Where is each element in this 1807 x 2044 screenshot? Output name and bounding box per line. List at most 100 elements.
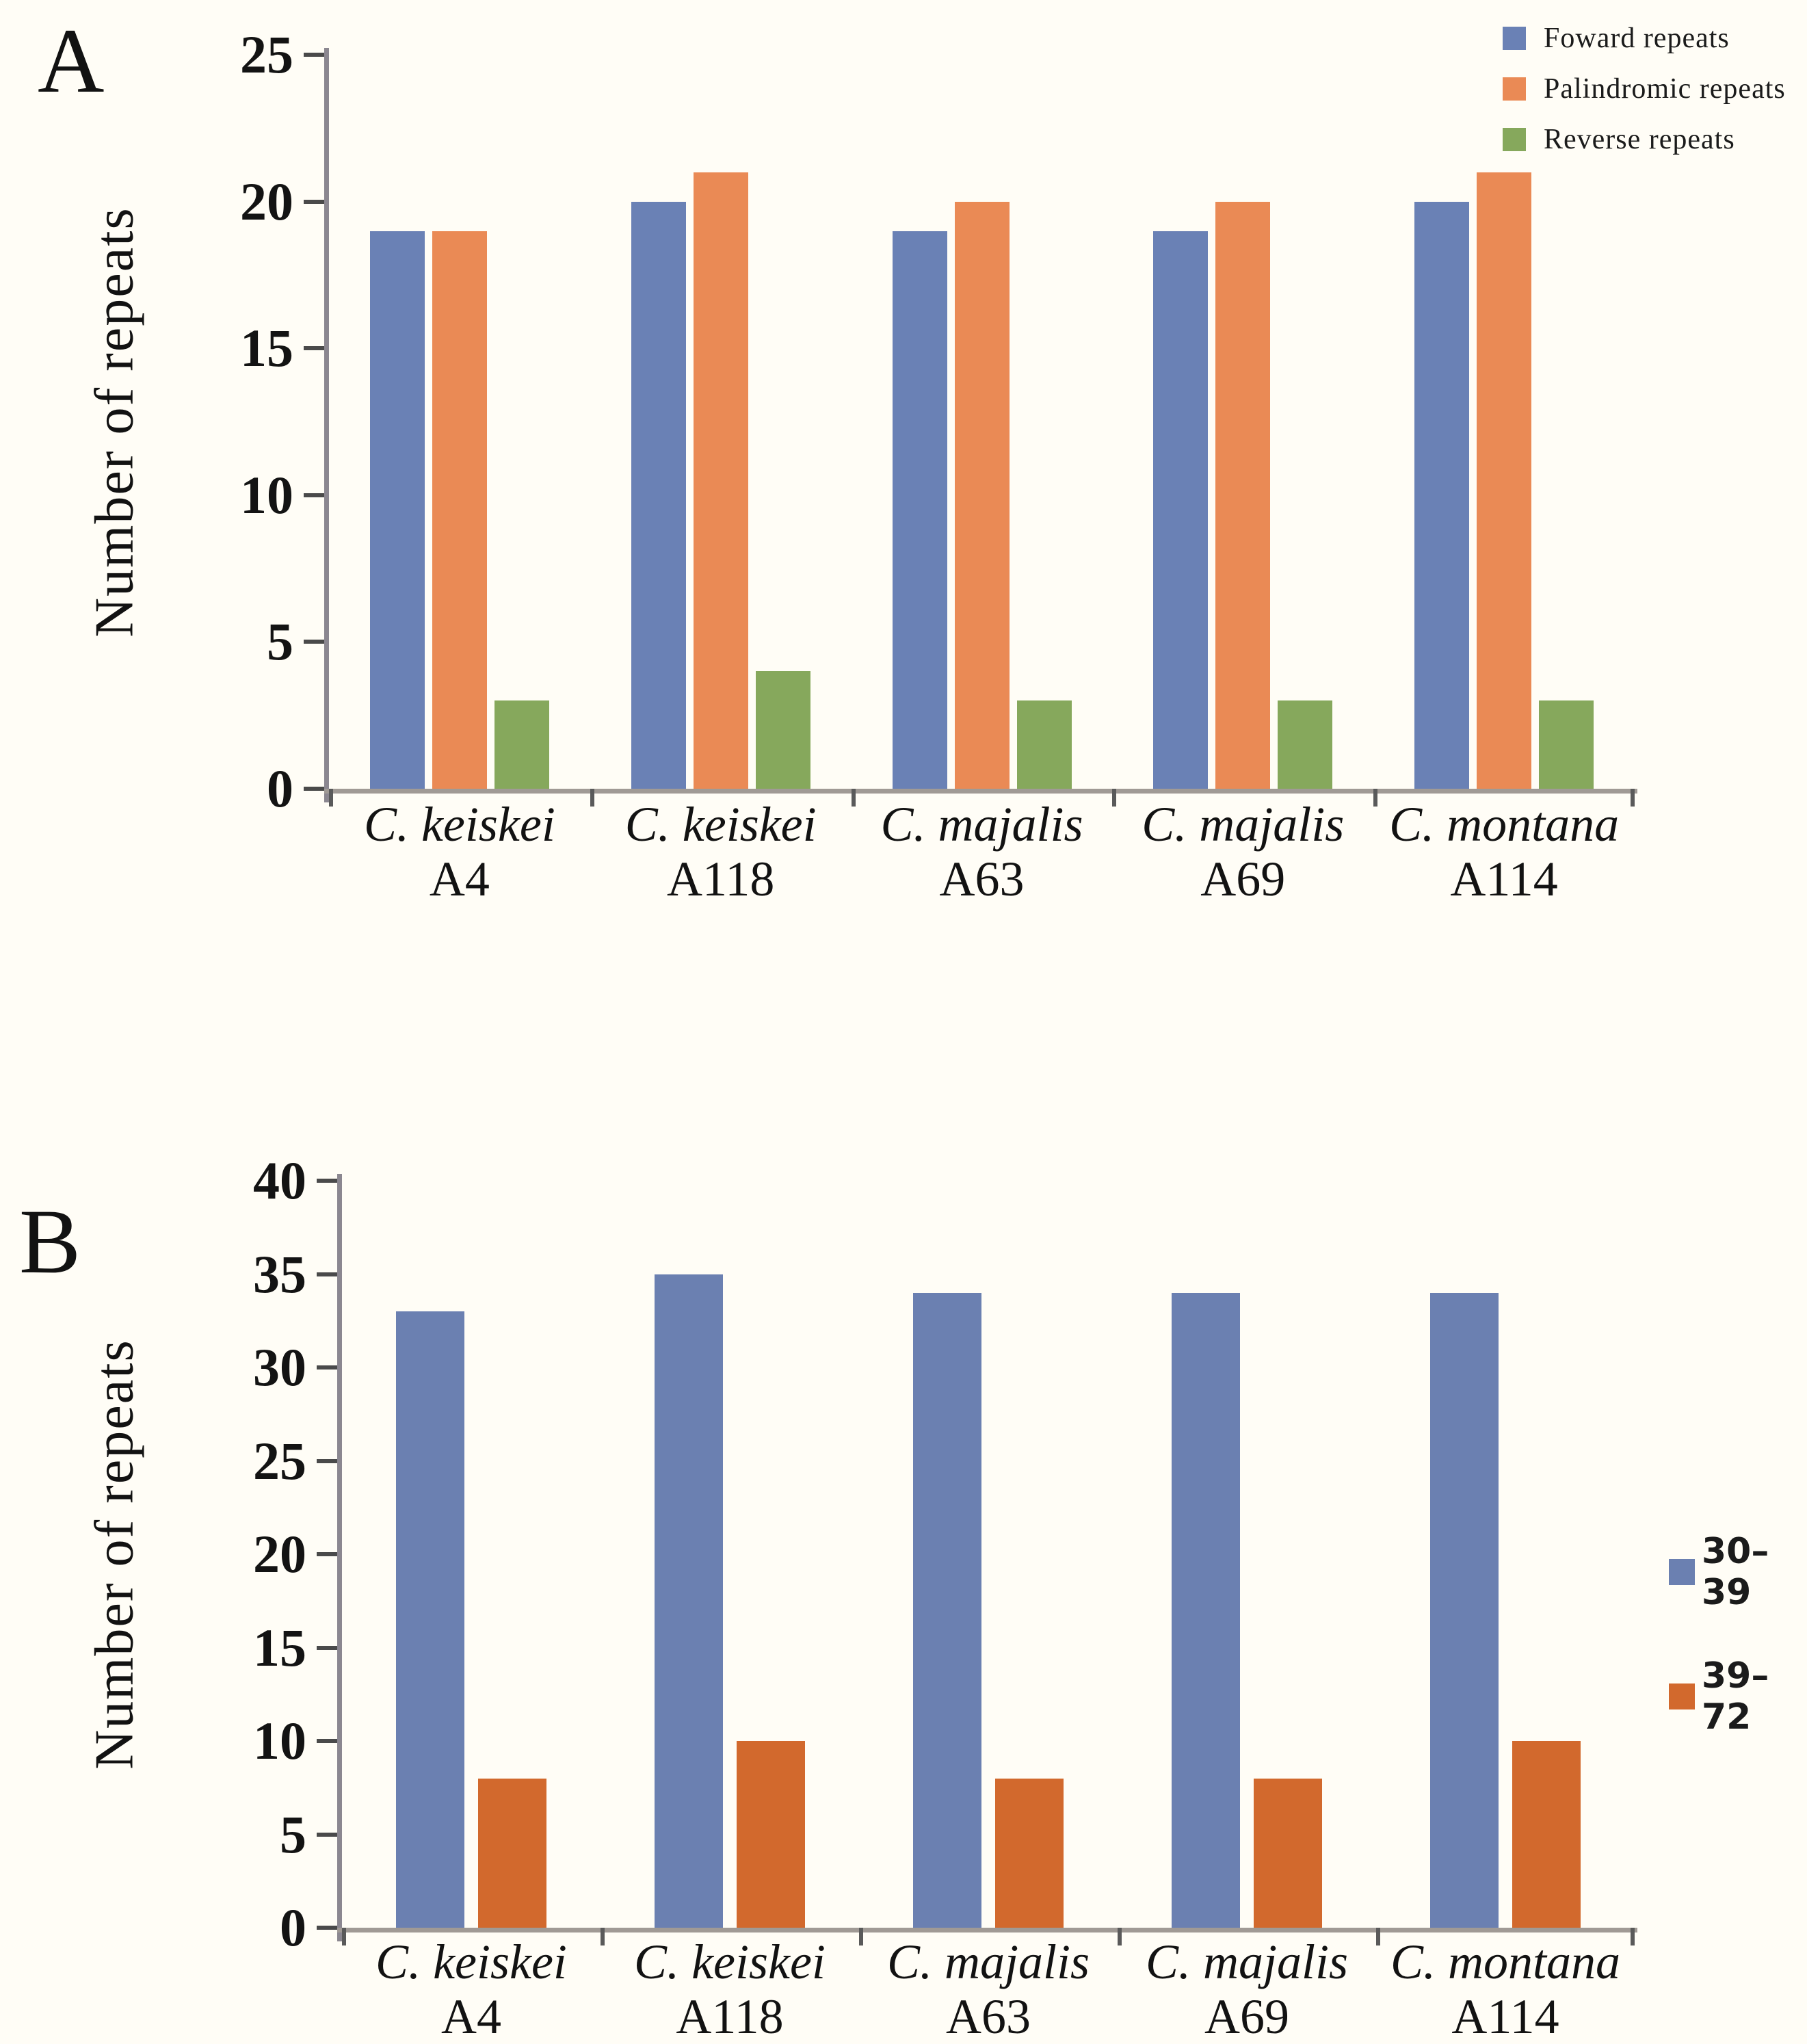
y-tick	[304, 53, 324, 57]
category-code: A4	[441, 1989, 501, 2044]
y-tick	[317, 1365, 337, 1370]
category-code: A118	[676, 1989, 784, 2044]
legend-item: Reverse repeats	[1503, 123, 1786, 156]
legend-label: 30–39	[1702, 1531, 1769, 1613]
legend-item: 30–39	[1669, 1531, 1807, 1613]
y-tick	[317, 1552, 337, 1556]
category-tick	[1118, 1928, 1122, 1945]
bar-a-s3-c3	[1016, 700, 1072, 789]
y-tick-label: 35	[253, 1244, 306, 1304]
panel-a-plot-area: 0 5 10 15 20 25 C. keiskei A4 C. keiskei A118 C. m…	[240, 28, 1637, 904]
bar-a-s3-c1	[494, 700, 549, 789]
category-label: C. montana A114	[1373, 800, 1635, 904]
y-tick	[304, 787, 324, 791]
bar-a-s2-c4	[1215, 201, 1271, 789]
y-tick-label: 10	[240, 464, 293, 525]
bar-a-s2-c3	[954, 201, 1010, 789]
bar-b-s2-c1	[478, 1778, 546, 1928]
y-tick-label: 0	[280, 1898, 306, 1957]
bar-a-s3-c5	[1539, 700, 1594, 789]
x-axis-line	[337, 1928, 1637, 1932]
y-tick-label: 20	[240, 171, 293, 231]
bar-a-s3-c4	[1278, 700, 1333, 789]
category-species: C. keiskei	[624, 797, 817, 852]
category-species: C. keiskei	[634, 1935, 826, 1989]
bar-b-s1-c1	[396, 1311, 464, 1928]
category-species: C. majalis	[1142, 797, 1345, 852]
y-tick	[304, 493, 324, 497]
category-tick	[601, 1928, 605, 1945]
category-tick	[859, 1928, 863, 1945]
category-label: C. montana A114	[1376, 1937, 1635, 2041]
category-tick	[329, 789, 333, 807]
category-tick	[1376, 1928, 1380, 1945]
bar-b-s1-c2	[655, 1274, 723, 1928]
bar-b-s1-c3	[913, 1292, 981, 1928]
bar-a-s1-c2	[631, 201, 686, 789]
category-label: C. majalis A63	[859, 1937, 1118, 2041]
y-tick-label: 5	[280, 1804, 306, 1864]
bar-a-s2-c2	[693, 172, 748, 789]
category-code: A69	[1200, 852, 1286, 906]
y-tick	[304, 640, 324, 644]
bar-a-s1-c4	[1153, 231, 1209, 789]
category-tick	[342, 1928, 346, 1945]
category-tick	[1631, 1928, 1635, 1945]
y-tick	[304, 346, 324, 351]
y-tick	[317, 1926, 337, 1930]
legend-item: 39–72	[1669, 1655, 1807, 1738]
category-species: C. montana	[1390, 1935, 1621, 1989]
bar-b-s1-c4	[1172, 1292, 1240, 1928]
category-species: C. keiskei	[363, 797, 555, 852]
panel-b-y-axis-title: Number of repeats	[84, 1339, 145, 1770]
legend-label: Palindromic repeats	[1544, 73, 1786, 105]
bar-b-s2-c5	[1512, 1741, 1581, 1928]
panel-a-y-axis-title: Number of repeats	[84, 207, 145, 638]
panel-a-legend: Foward repeats Palindromic repeats Reverse…	[1503, 22, 1786, 156]
legend-swatch	[1503, 128, 1526, 151]
legend-item: Foward repeats	[1503, 22, 1786, 55]
category-tick	[590, 789, 594, 807]
y-tick-label: 10	[253, 1711, 306, 1770]
bar-b-s1-c5	[1430, 1292, 1499, 1928]
y-tick-label: 15	[240, 318, 293, 378]
category-label: C. keiskei A118	[590, 800, 852, 904]
y-tick	[317, 1645, 337, 1650]
y-tick	[317, 1179, 337, 1183]
category-tick	[1112, 789, 1117, 807]
legend-swatch	[1503, 77, 1526, 101]
category-label: C. keiskei A118	[601, 1937, 859, 2041]
category-code: A118	[667, 852, 775, 906]
legend-swatch	[1503, 27, 1526, 50]
legend-label: Foward repeats	[1544, 23, 1730, 54]
category-species: C. keiskei	[375, 1935, 567, 1989]
legend-item: Palindromic repeats	[1503, 73, 1786, 105]
bar-a-s1-c3	[892, 231, 947, 789]
category-code: A63	[939, 852, 1025, 906]
panel-a-letter: A	[38, 10, 105, 112]
y-tick-label: 5	[267, 612, 293, 672]
bar-a-s2-c5	[1477, 172, 1532, 789]
category-label: C. majalis A69	[1112, 800, 1373, 904]
panel-b-plot-area: 0 5 10 15 20 25 30 35 40 C. keiskei A4 C. keiskei A1…	[253, 1154, 1637, 2041]
category-code: A63	[946, 1989, 1031, 2044]
category-species: C. majalis	[886, 1935, 1090, 1989]
panel-b-letter: B	[19, 1191, 81, 1293]
y-tick	[317, 1272, 337, 1276]
y-axis-line	[324, 48, 329, 802]
category-species: C. majalis	[1145, 1935, 1349, 1989]
y-tick	[317, 1832, 337, 1837]
legend-swatch	[1669, 1683, 1695, 1709]
y-tick-label: 20	[253, 1524, 306, 1584]
y-tick-label: 15	[253, 1617, 306, 1677]
bar-a-s3-c2	[755, 671, 810, 789]
y-tick-label: 40	[253, 1151, 306, 1210]
panel-b-legend: 30–39 39–72	[1669, 1531, 1807, 1738]
legend-label: 39–72	[1702, 1655, 1769, 1738]
category-code: A4	[429, 852, 490, 906]
category-species: C. majalis	[880, 797, 1083, 852]
category-tick	[1373, 789, 1378, 807]
bar-a-s1-c5	[1414, 201, 1470, 789]
y-axis-line	[337, 1174, 342, 1941]
